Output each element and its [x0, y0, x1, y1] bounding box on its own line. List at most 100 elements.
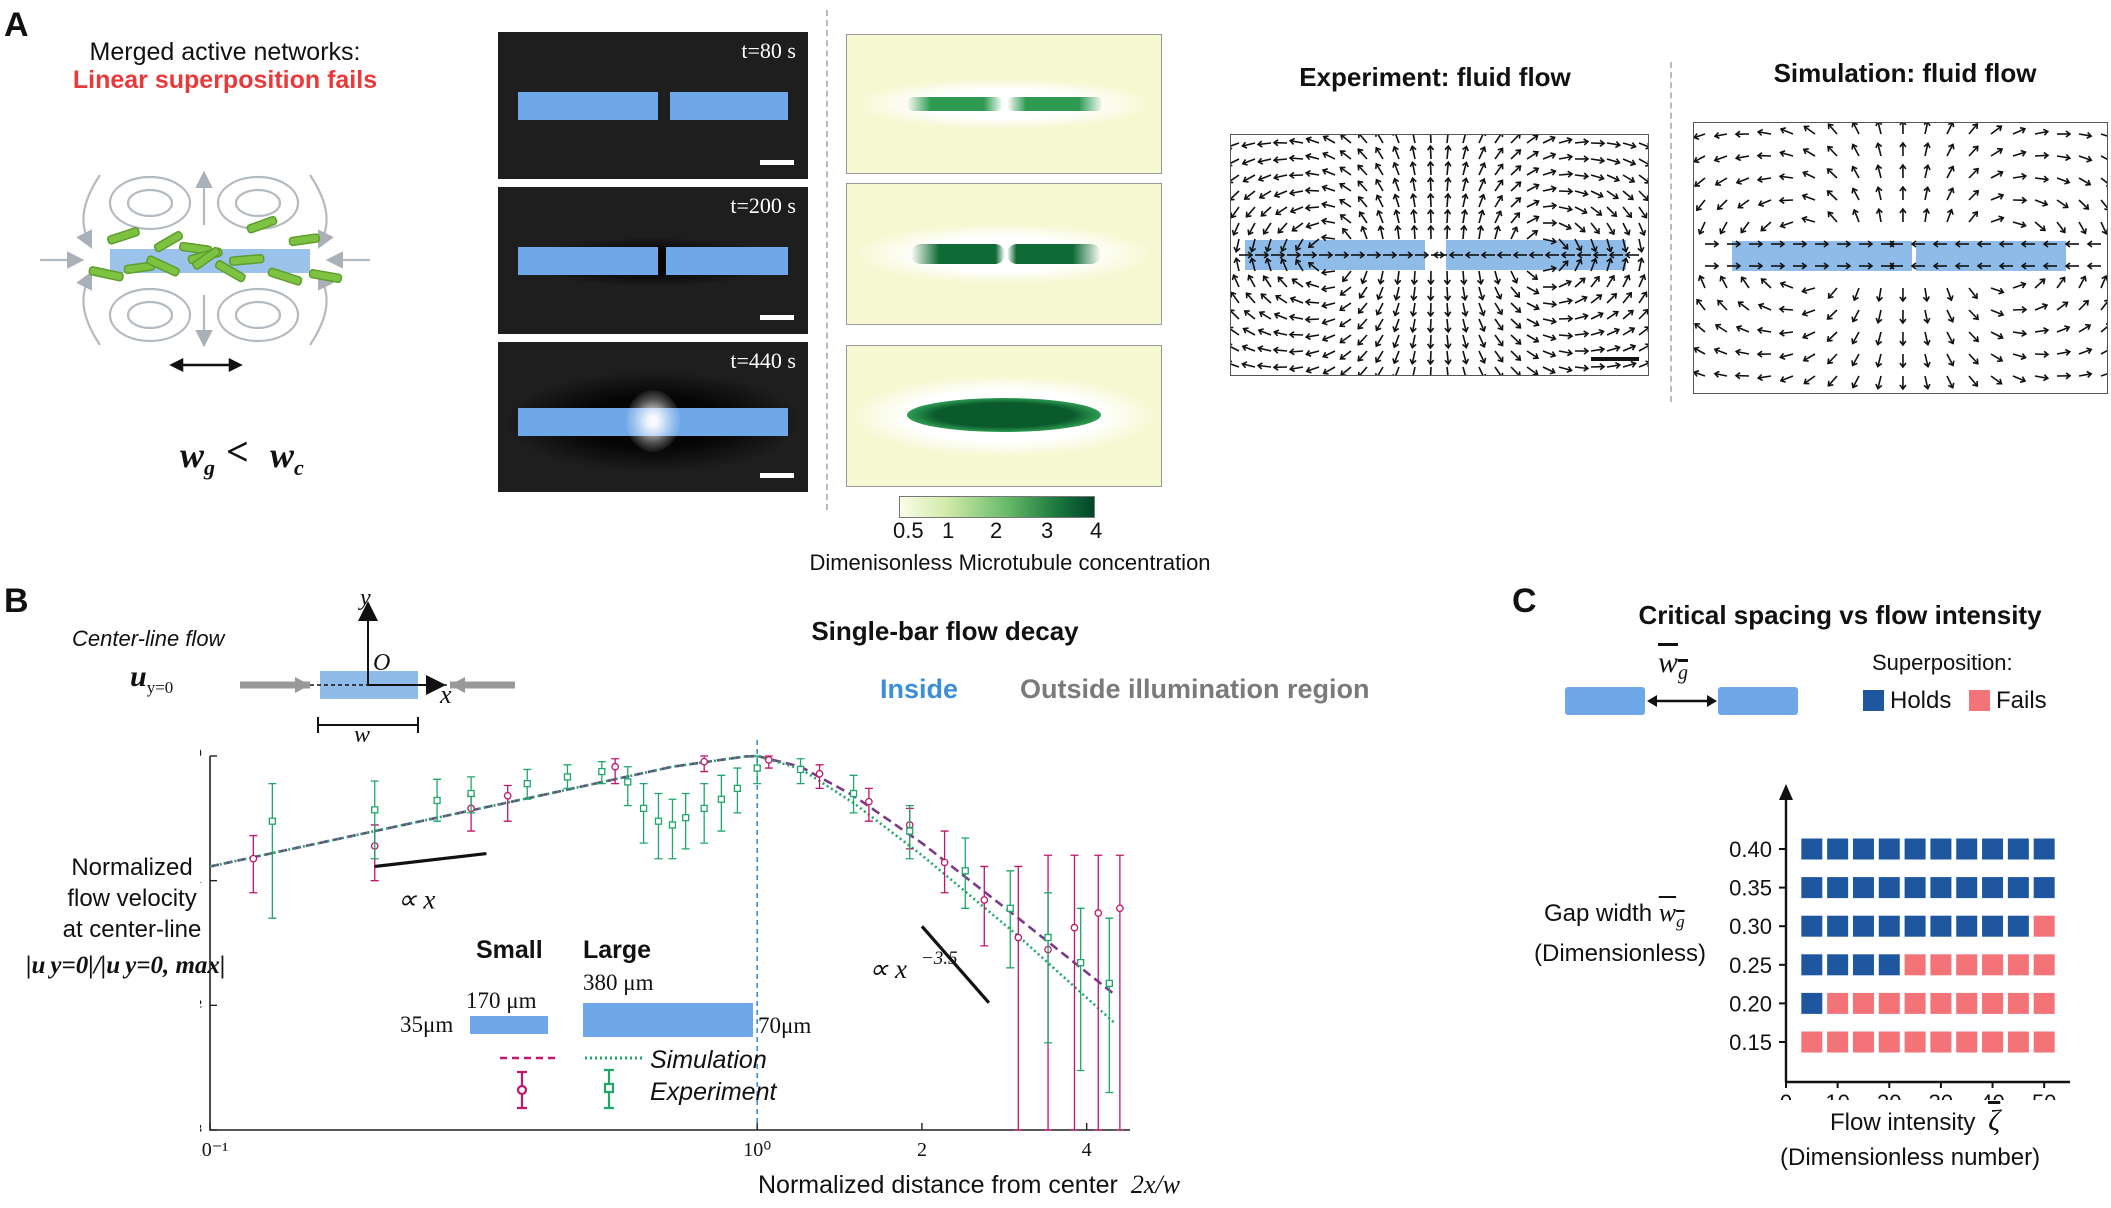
small-experiment-point [249, 854, 258, 863]
microscopy-t200: t=200 s [498, 187, 808, 334]
y-axis-symbol: y [360, 585, 371, 611]
flow-arrow-head [1641, 212, 1648, 219]
flow-arrow [2078, 276, 2086, 289]
gap-bar-right [1718, 687, 1798, 715]
flow-arrow-head [1583, 138, 1590, 146]
origin-symbol: O [373, 650, 391, 676]
flow-arrow-head [1275, 209, 1282, 216]
flow-arrow [1305, 206, 1320, 209]
flow-arrow [1243, 327, 1256, 336]
flow-arrow [1357, 318, 1368, 330]
flow-arrow [2056, 301, 2068, 311]
flow-arrow-head [1757, 200, 1765, 207]
flow-arrow [1412, 302, 1416, 316]
flow-arrow [1306, 172, 1320, 176]
flow-arrow-head [1493, 225, 1501, 232]
flow-arrow-head [1596, 209, 1603, 216]
flow-arrow [1622, 345, 1636, 352]
large-experiment-point [371, 806, 379, 814]
simulation-arrows [1694, 123, 2107, 391]
flow-arrow-head [1544, 251, 1551, 259]
flow-arrow-head [2059, 276, 2066, 283]
flow-arrow [1322, 152, 1336, 160]
flow-arrow-head [1641, 291, 1648, 298]
flow-arrow-head [1375, 373, 1377, 375]
flow-arrow-head [1427, 311, 1435, 318]
holds-cell [1930, 877, 1952, 899]
flow-arrow [1322, 203, 1336, 208]
flow-arrow-head [1343, 251, 1350, 259]
flow-arrow-head [1392, 326, 1400, 333]
colorbar [899, 496, 1095, 518]
flow-arrow [1638, 291, 1647, 304]
panel-label-c: C [1512, 582, 1537, 620]
flow-arrow-head [1339, 337, 1346, 344]
flow-arrow-head [1501, 372, 1504, 375]
flow-arrow-head [1277, 276, 1284, 283]
flow-arrow [1802, 171, 1816, 179]
flow-arrow-head [1639, 273, 1647, 281]
flow-arrow [1412, 135, 1416, 144]
flow-arrow-head [1642, 195, 1648, 202]
flow-arrow [1306, 350, 1320, 356]
flow-arrow [1379, 270, 1384, 284]
panel-label-a: A [4, 6, 29, 44]
flow-arrow-head [1511, 277, 1519, 284]
flow-arrow [1339, 199, 1352, 208]
flow-arrow-head [1694, 369, 1700, 377]
flow-arrow-head [1629, 343, 1637, 351]
c-x-tick-label: 30 [1929, 1090, 1953, 1100]
flow-arrow-head [1923, 361, 1931, 369]
y-tick-label: 10⁰ [200, 747, 202, 768]
flow-arrow-head [1515, 354, 1522, 362]
flow-arrow [1322, 318, 1336, 324]
flow-arrow-head [1515, 371, 1521, 375]
experiment-vector-field [1230, 134, 1649, 376]
flow-arrow-head [1511, 226, 1519, 233]
c-y-tick-label: 0.30 [1729, 914, 1772, 939]
flow-arrow-head [1322, 351, 1329, 359]
error-bar [1044, 892, 1053, 1044]
flow-arrow [1242, 142, 1256, 147]
flow-arrow-head [2020, 240, 2027, 248]
flow-arrow-head [1305, 222, 1312, 230]
flow-arrow [1878, 287, 1882, 301]
flow-arrow-head [1496, 309, 1504, 316]
flow-arrow [1494, 179, 1504, 192]
flow-arrow [1375, 318, 1384, 331]
flow-arrow-head [2065, 130, 2072, 138]
legend-small: Small [476, 936, 543, 964]
flow-arrow-head [1291, 225, 1298, 232]
flow-arrow-head [1528, 251, 1535, 259]
flow-arrow [2078, 133, 2092, 137]
flow-arrow-head [1288, 313, 1296, 321]
flow-arrow [1429, 334, 1432, 349]
flow-arrow [1266, 238, 1272, 252]
flow-arrow [1780, 151, 1794, 157]
flow-arrow [2100, 275, 2107, 289]
flow-arrow-head [1392, 193, 1400, 200]
flow-arrow [1802, 309, 1816, 316]
flow-arrow [1446, 334, 1450, 348]
flow-arrow-head [1851, 360, 1858, 367]
flow-arrow [1946, 287, 1953, 301]
flow-arrow-head [1495, 210, 1503, 217]
flow-arrow [1622, 362, 1636, 368]
flow-arrow [1924, 287, 1928, 302]
flow-arrow-head [1444, 176, 1452, 183]
flow-arrow [1510, 165, 1522, 176]
flow-arrow [1638, 222, 1645, 236]
flow-arrow-head [1291, 278, 1298, 285]
flow-arrow [1411, 178, 1416, 192]
flow-arrow [1274, 349, 1288, 352]
flow-arrow [1242, 345, 1256, 352]
flow-arrow-head [1532, 135, 1539, 141]
flow-arrow-head [1410, 208, 1418, 215]
flow-arrow [1622, 309, 1634, 320]
flow-arrow [1558, 366, 1572, 372]
flow-arrow-head [1757, 240, 1764, 248]
flow-arrow-head [1779, 376, 1786, 383]
flow-arrow [1231, 174, 1240, 182]
flow-arrow [1558, 334, 1573, 337]
flow-arrow [1235, 238, 1240, 252]
